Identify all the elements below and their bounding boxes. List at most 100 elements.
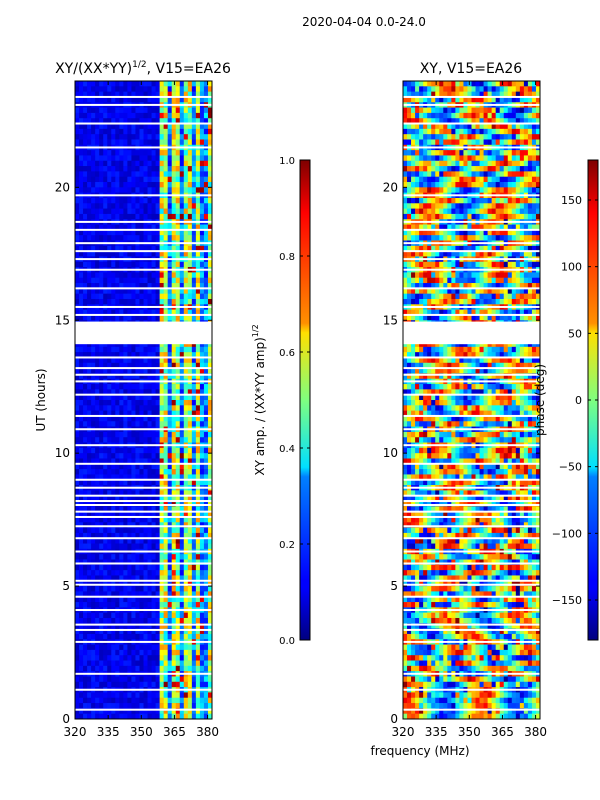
heatmap-cell xyxy=(507,96,513,103)
heatmap-cell xyxy=(207,506,212,512)
heatmap-cell xyxy=(203,676,209,683)
heatmap-cell xyxy=(487,81,492,87)
heatmap-cell xyxy=(423,171,428,177)
heatmap-cell xyxy=(95,187,100,193)
heatmap-cell xyxy=(511,123,517,130)
heatmap-cell xyxy=(87,224,92,231)
heatmap-cell xyxy=(95,283,100,289)
heatmap-cell xyxy=(91,623,96,629)
heatmap-cell xyxy=(187,368,193,374)
heatmap-cell xyxy=(435,187,440,193)
heatmap-cell xyxy=(183,511,189,518)
heatmap-cell xyxy=(163,527,168,534)
heatmap-cell xyxy=(447,81,452,87)
heatmap-cell xyxy=(431,150,436,156)
heatmap-cell xyxy=(163,400,168,406)
heatmap-cell xyxy=(207,197,212,204)
heatmap-cell xyxy=(451,118,456,124)
heatmap-cell xyxy=(439,203,444,209)
heatmap-cell xyxy=(79,384,84,390)
heatmap-cell xyxy=(535,123,540,130)
heatmap-cell xyxy=(103,522,108,528)
heatmap-cell xyxy=(483,187,488,193)
heatmap-cell xyxy=(531,187,537,193)
heatmap-cell xyxy=(203,341,209,348)
heatmap-cell xyxy=(143,283,148,289)
heatmap-cell xyxy=(115,96,120,103)
heatmap-cell xyxy=(107,596,112,603)
heatmap-cell xyxy=(163,341,168,348)
heatmap-cell xyxy=(183,96,189,103)
heatmap-cell xyxy=(179,447,185,454)
heatmap-cell xyxy=(203,298,209,305)
heatmap-cell xyxy=(83,649,88,656)
heatmap-cell xyxy=(155,676,160,683)
heatmap-cell xyxy=(199,431,205,438)
heatmap-cell xyxy=(187,171,193,177)
heatmap-cell xyxy=(495,197,501,204)
heatmap-cell xyxy=(195,394,201,401)
heatmap-cell xyxy=(135,160,140,167)
heatmap-cell xyxy=(487,96,492,103)
heatmap-cell xyxy=(199,283,205,289)
heatmap-cell xyxy=(175,277,181,284)
heatmap-cell xyxy=(471,81,476,87)
heatmap-cell xyxy=(515,171,521,177)
heatmap-cell xyxy=(87,314,92,321)
heatmap-cell xyxy=(87,405,92,411)
heatmap-cell xyxy=(83,155,88,162)
heatmap-cell xyxy=(131,559,136,566)
heatmap-cell xyxy=(119,575,124,582)
heatmap-cell xyxy=(207,298,212,305)
heatmap-cell xyxy=(159,660,164,667)
heatmap-cell xyxy=(139,235,144,241)
heatmap-cell xyxy=(207,649,212,656)
y-tick-label: 5 xyxy=(62,579,70,593)
heatmap-cell xyxy=(199,676,205,683)
heatmap-cell xyxy=(183,112,189,119)
heatmap-cell xyxy=(415,134,420,140)
heatmap-cell xyxy=(83,447,88,454)
heatmap-cell xyxy=(151,506,156,512)
heatmap-cell xyxy=(167,676,173,683)
heatmap-cell xyxy=(123,288,128,294)
heatmap-cell xyxy=(87,187,92,193)
heatmap-cell xyxy=(455,86,460,92)
heatmap-cell xyxy=(163,543,168,550)
heatmap-cell xyxy=(179,171,185,177)
heatmap-cell xyxy=(143,314,148,321)
heatmap-cell xyxy=(167,251,173,257)
heatmap-cell xyxy=(207,86,212,92)
heatmap-cell xyxy=(463,139,468,146)
heatmap-cell xyxy=(203,538,209,544)
heatmap-cell xyxy=(135,538,140,544)
heatmap-cell xyxy=(119,437,124,443)
heatmap-cell xyxy=(159,676,164,683)
heatmap-cell xyxy=(103,261,108,268)
heatmap-cell xyxy=(163,352,168,358)
heatmap-cell xyxy=(403,96,408,103)
heatmap-cell xyxy=(207,708,212,714)
heatmap-cell xyxy=(155,633,160,640)
heatmap-cell xyxy=(115,532,120,539)
heatmap-cell xyxy=(467,107,472,114)
heatmap-cell xyxy=(167,580,173,587)
heatmap-cell xyxy=(435,171,440,177)
heatmap-cell xyxy=(207,155,212,162)
heatmap-cell xyxy=(175,586,181,592)
heatmap-cell xyxy=(407,160,412,167)
heatmap-cell xyxy=(119,171,124,177)
heatmap-cell xyxy=(115,681,120,688)
heatmap-cell xyxy=(511,171,517,177)
heatmap-cell xyxy=(83,586,88,592)
heatmap-cell xyxy=(171,123,177,130)
heatmap-cell xyxy=(75,229,80,236)
heatmap-cell xyxy=(123,362,128,369)
heatmap-cell xyxy=(199,288,205,294)
heatmap-cell xyxy=(471,91,476,98)
heatmap-cell xyxy=(107,681,112,688)
heatmap-cell xyxy=(203,352,209,358)
heatmap-cell xyxy=(123,86,128,92)
heatmap-cell xyxy=(79,176,84,183)
heatmap-cell xyxy=(119,458,124,465)
